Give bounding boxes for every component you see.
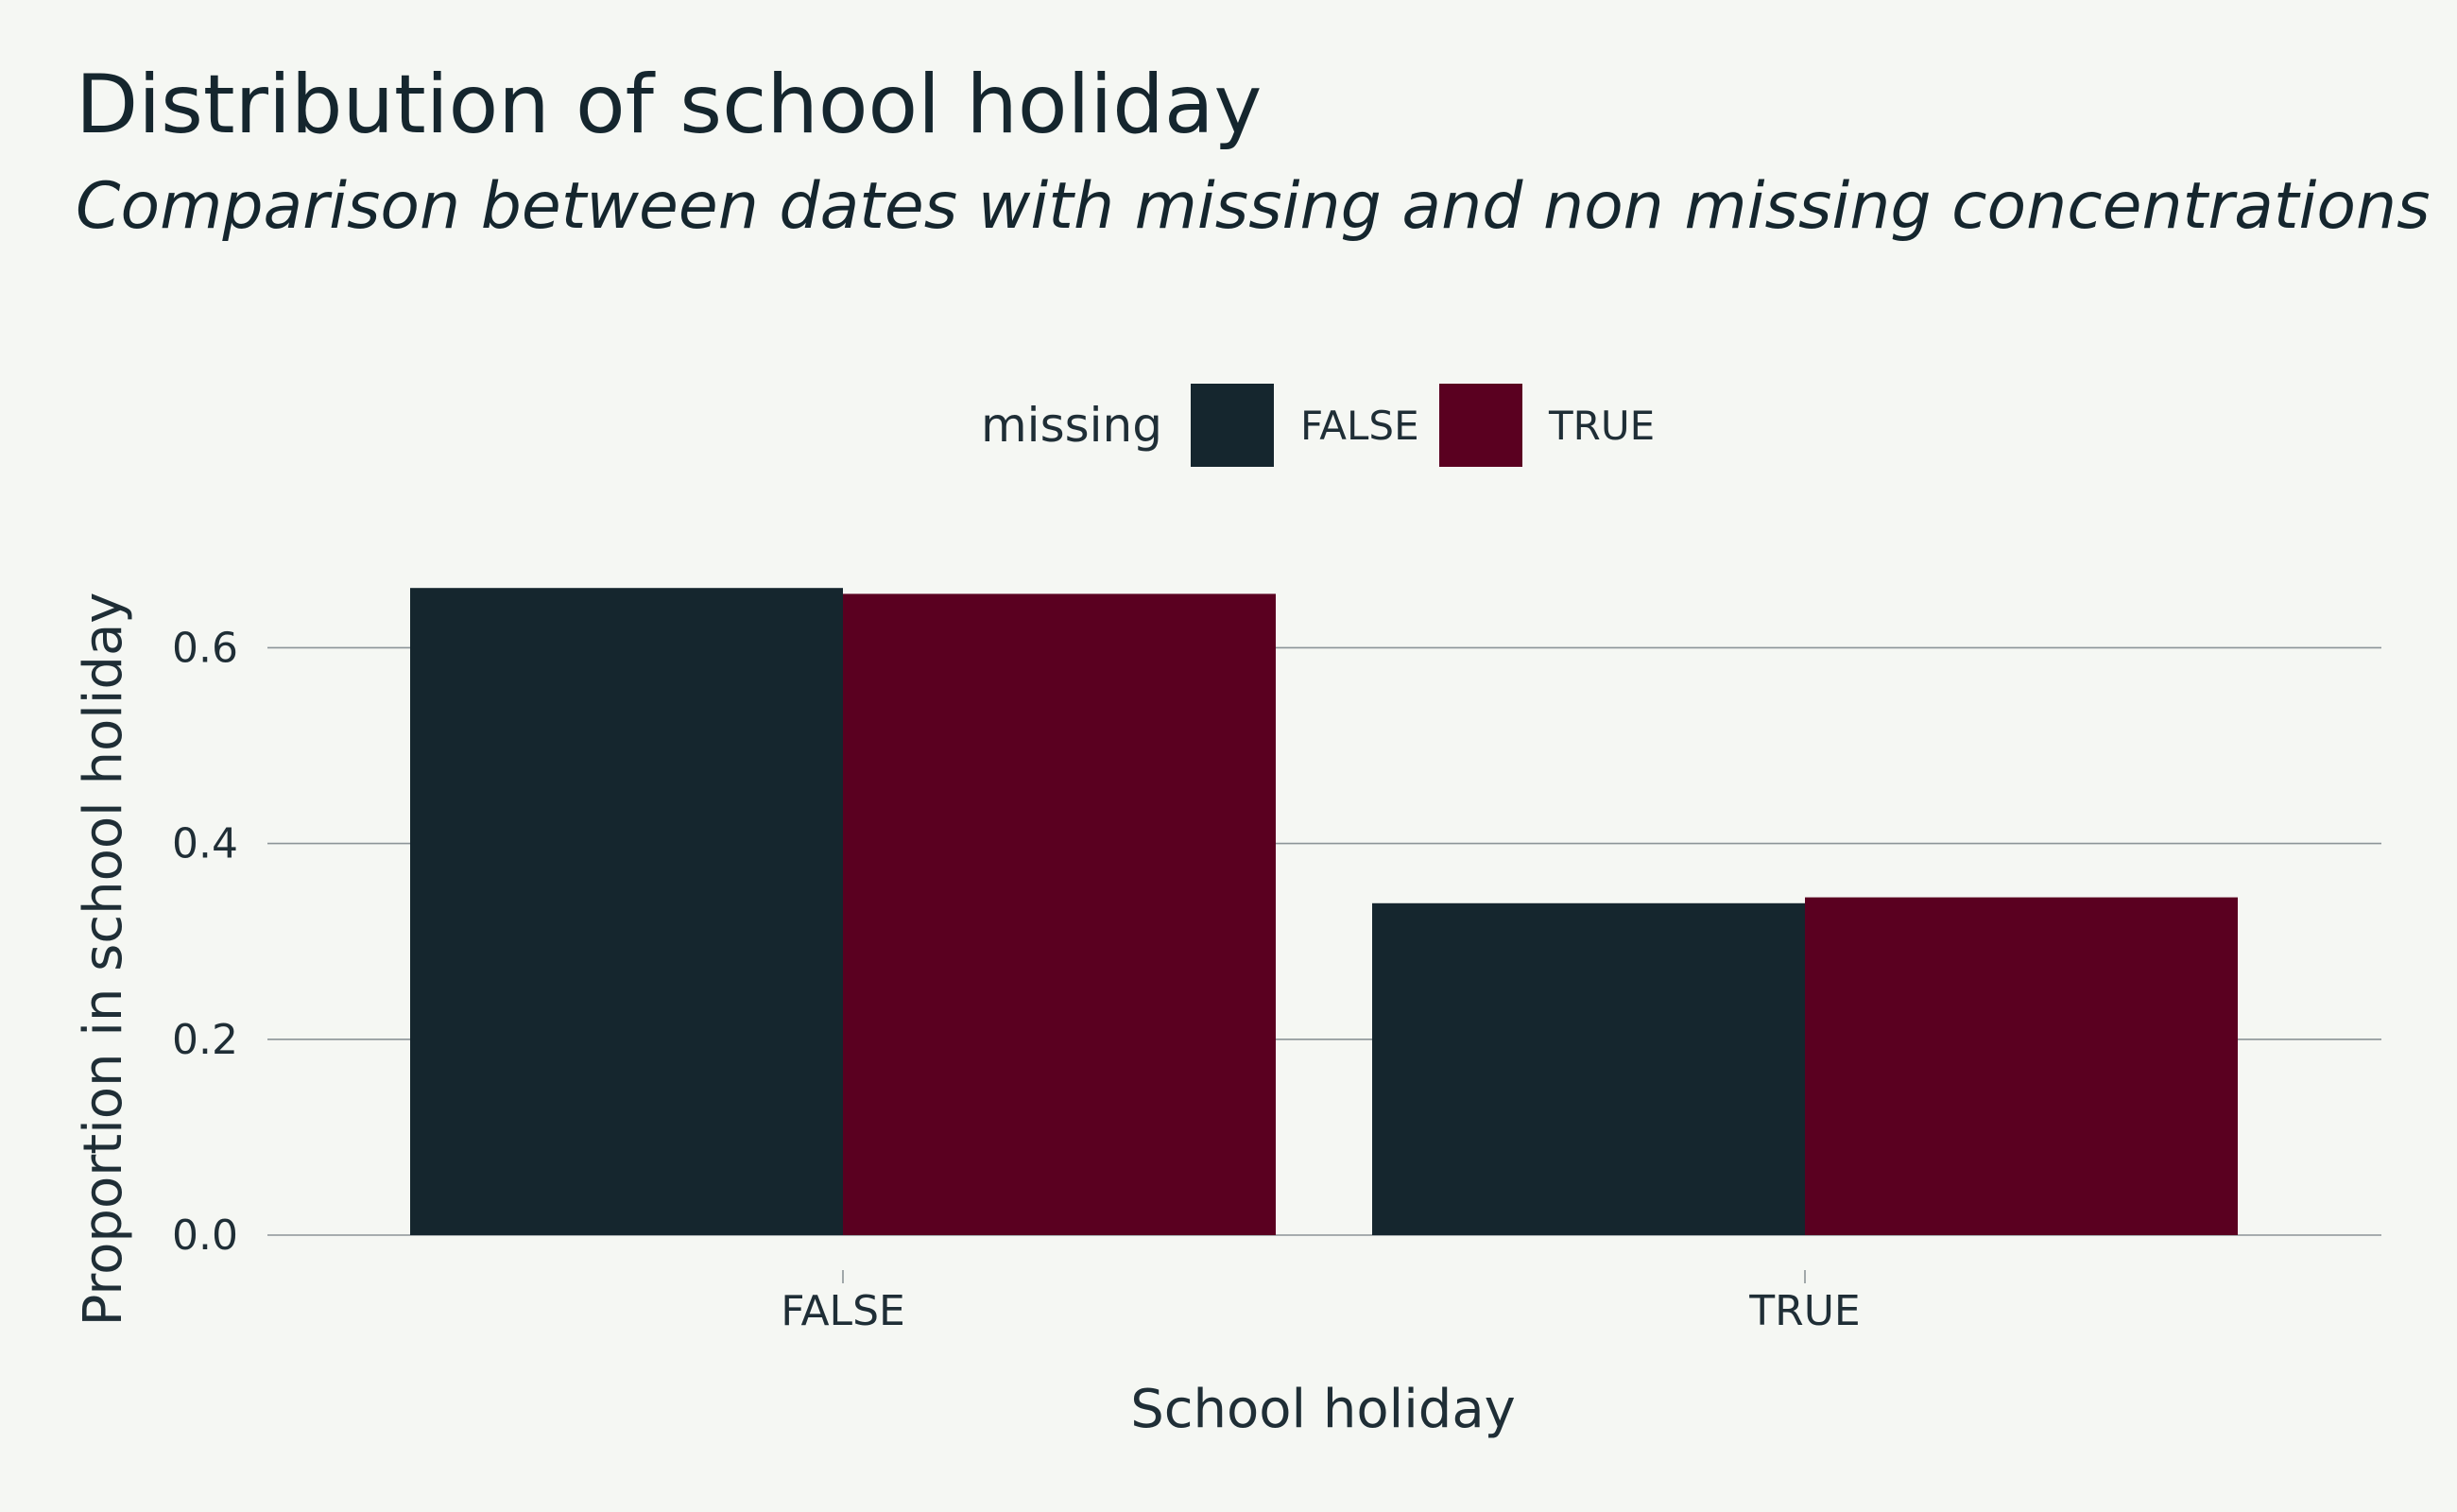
legend-label: FALSE [1300,403,1419,449]
y-tick-label: 0.4 [172,820,238,868]
x-axis-label: School holiday [1130,1379,1516,1440]
chart-subtitle: Comparison between dates with missing an… [76,169,2431,244]
legend: missing FALSE TRUE [981,384,1655,467]
bar-true-false [1372,902,1805,1235]
y-tick-label: 0.0 [172,1211,238,1260]
bar-false-false [410,588,843,1235]
bars [410,588,2238,1235]
legend-label: TRUE [1548,403,1655,449]
x-axis: FALSE TRUE [781,1270,1861,1335]
y-tick-label: 0.2 [172,1016,238,1064]
y-axis: 0.0 0.2 0.4 0.6 [172,624,238,1260]
x-tick-label: TRUE [1748,1287,1860,1335]
legend-key-false [1191,384,1274,467]
bar-true-true [1805,897,2238,1235]
bar-false-true [843,593,1276,1235]
legend-key-true [1439,384,1522,467]
chart-title: Distribution of school holiday [76,58,1263,152]
x-tick-label: FALSE [781,1287,905,1335]
legend-title: missing [981,398,1162,453]
y-tick-label: 0.6 [172,624,238,672]
y-axis-label: Proportion in school holiday [73,593,134,1327]
